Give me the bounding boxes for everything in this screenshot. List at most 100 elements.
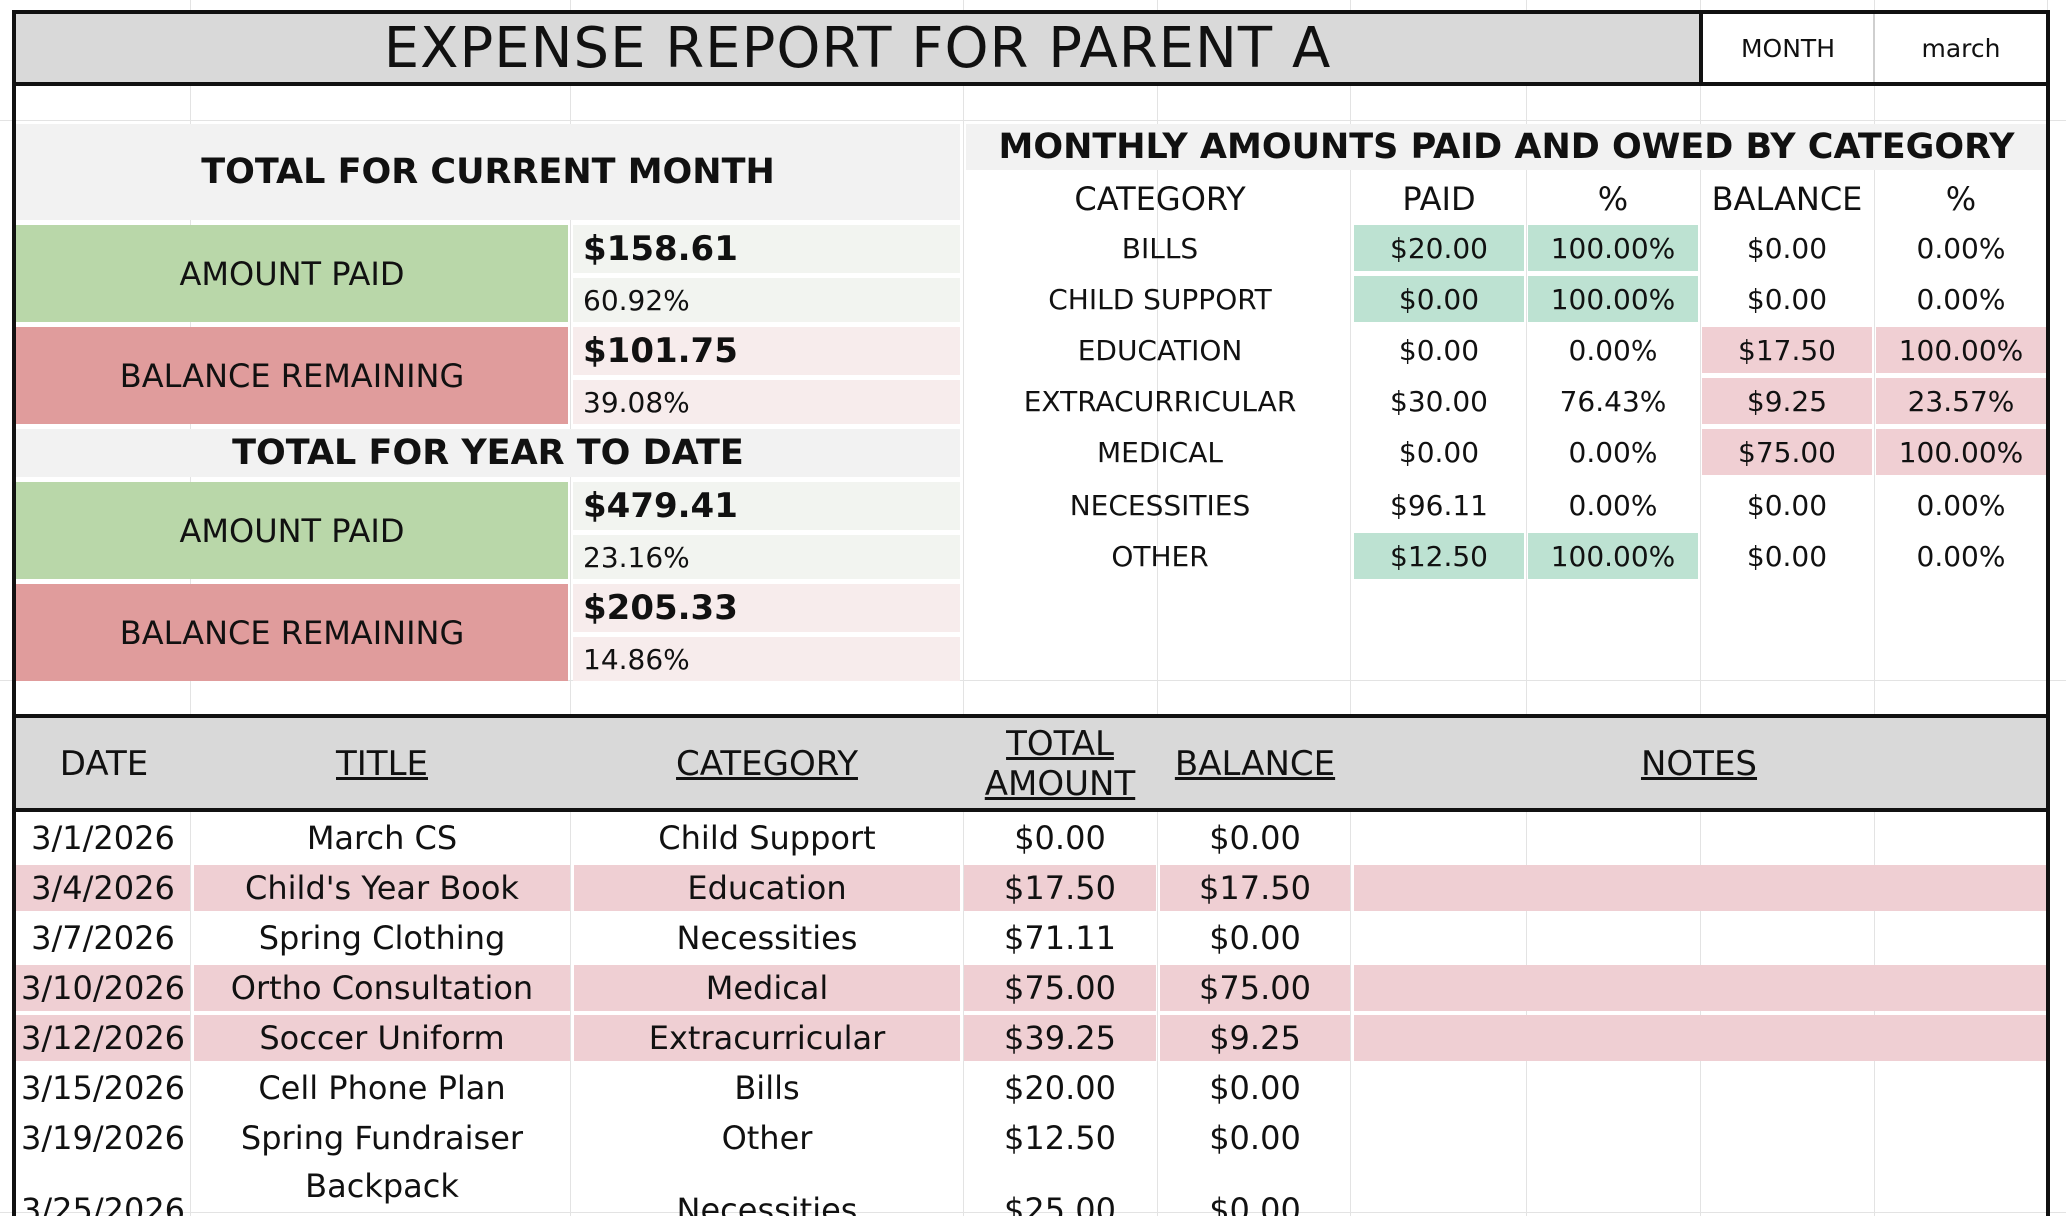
ytd-amount-paid: $479.41 xyxy=(573,482,960,530)
expense-title[interactable]: Ortho Consultation xyxy=(194,965,570,1011)
ytd-balance-remaining-label: BALANCE REMAINING xyxy=(16,584,568,681)
category-balance-pct: 100.00% xyxy=(1876,429,2046,475)
category-name: NECESSITIES xyxy=(1069,488,1251,522)
expense-balance[interactable]: $0.00 xyxy=(1209,1191,1301,1216)
expense-total[interactable]: $0.00 xyxy=(1014,819,1106,857)
category-paid: $96.11 xyxy=(1390,488,1488,522)
expense-title[interactable]: March CS xyxy=(306,819,458,857)
expense-notes[interactable] xyxy=(1354,915,2046,961)
expense-date[interactable]: 3/4/2026 xyxy=(16,865,190,911)
category-paid: $0.00 xyxy=(1398,435,1480,469)
expense-notes[interactable] xyxy=(1354,865,2046,911)
expense-total[interactable]: $39.25 xyxy=(964,1015,1156,1061)
category-name: CHILD SUPPORT xyxy=(1048,282,1272,316)
expense-notes[interactable] xyxy=(1354,815,2046,861)
date-col-header: DATE xyxy=(16,718,192,810)
ytd-balance-remaining: $205.33 xyxy=(573,584,960,632)
category-balance-pct: 100.00% xyxy=(1876,327,2046,373)
current-balance-remaining: $101.75 xyxy=(573,327,960,375)
expense-total[interactable]: $75.00 xyxy=(964,965,1156,1011)
expense-balance[interactable]: $0.00 xyxy=(1209,1069,1301,1107)
paid-pct-col-header: % xyxy=(1597,180,1629,218)
expense-total[interactable]: $20.00 xyxy=(1004,1069,1116,1107)
expense-date[interactable]: 3/7/2026 xyxy=(31,919,175,957)
page-title: EXPENSE REPORT FOR PARENT A xyxy=(383,15,1332,81)
expense-title[interactable]: Cell Phone Plan xyxy=(258,1069,506,1107)
current-amount-paid: $158.61 xyxy=(573,225,960,273)
ytd-balance-remaining-pct: 14.86% xyxy=(573,637,960,681)
expense-total[interactable]: $71.11 xyxy=(1004,919,1116,957)
expense-total[interactable]: $12.50 xyxy=(1004,1119,1116,1157)
category-paid: $0.00 xyxy=(1354,276,1524,322)
category-paid: $0.00 xyxy=(1398,333,1480,367)
category-name: MEDICAL xyxy=(1097,435,1223,469)
category-col-header-expenses: CATEGORY xyxy=(572,718,962,810)
category-summary-heading: MONTHLY AMOUNTS PAID AND OWED BY CATEGOR… xyxy=(966,124,2047,170)
category-balance: $0.00 xyxy=(1746,231,1828,265)
expense-date[interactable]: 3/10/2026 xyxy=(16,965,190,1011)
expense-date[interactable]: 3/25/2026 xyxy=(20,1191,186,1216)
paid-col-header: PAID xyxy=(1402,180,1476,218)
category-balance: $9.25 xyxy=(1702,378,1872,424)
expense-date[interactable]: 3/1/2026 xyxy=(31,819,175,857)
category-paid-pct: 0.00% xyxy=(1568,435,1658,469)
category-balance: $0.00 xyxy=(1746,539,1828,573)
category-balance: $75.00 xyxy=(1702,429,1872,475)
expense-notes[interactable] xyxy=(1354,1115,2046,1161)
frame-left-border xyxy=(12,10,16,1216)
month-cell-divider xyxy=(1873,14,1875,82)
expense-category[interactable]: Medical xyxy=(574,965,960,1011)
balance-pct-col-header: % xyxy=(1945,180,1977,218)
expense-balance[interactable]: $0.00 xyxy=(1209,1119,1301,1157)
expense-date[interactable]: 3/12/2026 xyxy=(16,1015,190,1061)
total-amount-header-line1: TOTAL xyxy=(1006,724,1114,764)
category-balance-pct: 0.00% xyxy=(1916,231,2006,265)
month-value[interactable]: march xyxy=(1876,14,2046,82)
expense-title[interactable]: Child's Year Book xyxy=(194,865,570,911)
category-paid: $20.00 xyxy=(1354,225,1524,271)
expense-total[interactable]: $17.50 xyxy=(964,865,1156,911)
category-balance: $17.50 xyxy=(1702,327,1872,373)
frame-top-border xyxy=(12,10,2050,14)
expense-notes[interactable] xyxy=(1354,1015,2046,1061)
category-balance: $0.00 xyxy=(1746,282,1828,316)
expense-balance[interactable]: $0.00 xyxy=(1209,919,1301,957)
total-amount-col-header: TOTAL AMOUNT xyxy=(962,718,1158,810)
category-paid-pct: 0.00% xyxy=(1568,488,1658,522)
notes-col-header: NOTES xyxy=(1352,718,2046,810)
expense-balance[interactable]: $17.50 xyxy=(1160,865,1350,911)
category-balance-pct: 0.00% xyxy=(1916,539,2006,573)
expense-notes[interactable] xyxy=(1354,1065,2046,1111)
ytd-amount-paid-label: AMOUNT PAID xyxy=(16,482,568,579)
expense-total[interactable]: $25.00 xyxy=(1004,1191,1116,1216)
current-amount-paid-pct: 60.92% xyxy=(573,278,960,322)
expense-balance[interactable]: $9.25 xyxy=(1160,1015,1350,1061)
expense-title[interactable]: Soccer Uniform xyxy=(194,1015,570,1061)
ytd-heading: TOTAL FOR YEAR TO DATE xyxy=(16,429,960,477)
expense-date[interactable]: 3/19/2026 xyxy=(20,1119,186,1157)
expense-balance[interactable]: $75.00 xyxy=(1160,965,1350,1011)
expense-title[interactable]: Backpack xyxy=(305,1167,459,1205)
expense-title[interactable]: Spring Fundraiser xyxy=(240,1119,524,1157)
category-name: BILLS xyxy=(1121,231,1199,265)
expense-date[interactable]: 3/15/2026 xyxy=(20,1069,186,1107)
current-month-heading: TOTAL FOR CURRENT MONTH xyxy=(16,124,960,220)
expense-balance[interactable]: $0.00 xyxy=(1209,819,1301,857)
expense-category[interactable]: Necessities xyxy=(676,919,858,957)
expense-notes[interactable] xyxy=(1354,965,2046,1011)
category-name: EDUCATION xyxy=(1077,333,1243,367)
expense-category[interactable]: Necessities xyxy=(676,1191,858,1216)
table-header-bottom-border xyxy=(12,808,2050,812)
expense-category[interactable]: Education xyxy=(574,865,960,911)
expense-category[interactable]: Other xyxy=(721,1119,813,1157)
expense-title[interactable]: Spring Clothing xyxy=(258,919,506,957)
category-balance-pct: 23.57% xyxy=(1876,378,2046,424)
category-balance-pct: 0.00% xyxy=(1916,488,2006,522)
expense-category[interactable]: Bills xyxy=(734,1069,800,1107)
expense-notes[interactable] xyxy=(1354,1165,2046,1216)
month-label: MONTH xyxy=(1703,14,1873,82)
balance-col-header: BALANCE xyxy=(1711,180,1863,218)
expense-category[interactable]: Extracurricular xyxy=(574,1015,960,1061)
category-col-header: CATEGORY xyxy=(1074,180,1246,218)
expense-category[interactable]: Child Support xyxy=(658,819,876,857)
